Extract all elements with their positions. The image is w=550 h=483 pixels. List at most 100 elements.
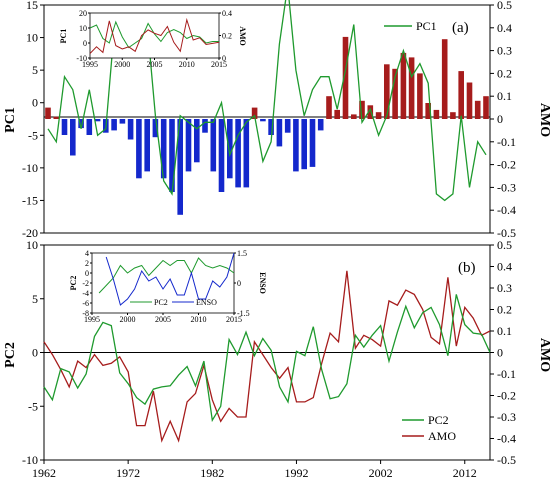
panel-b-left-tick-label: 10 — [26, 238, 38, 252]
panel-a-amo-bar-1972 — [127, 119, 134, 140]
panel-a-amo-bar-2000 — [359, 100, 365, 119]
panel-a-inset-pc1-line — [89, 20, 219, 49]
panel-b-inset-left-tick-label: 2 — [85, 259, 89, 268]
panel-b-ylabel-right: AMO — [537, 338, 550, 372]
panel-b-inset-left-tick-label: -4 — [82, 289, 89, 298]
panel-a-amo-bar-2006 — [408, 57, 415, 119]
panel-a-amo-bar-2013 — [466, 82, 473, 119]
panel-a-ylabel-right: AMO — [537, 103, 550, 137]
panel-b-legend: PC2 AMO — [402, 413, 456, 443]
panel-b-pc2-line — [43, 294, 491, 423]
panel-b-inset-legend-pc2-label: PC2 — [154, 298, 168, 307]
panel-b: -10 -5 0 5 10 -0.5 -0.4 -0.3 -0.2 -0.1 0 0.1 0.2 0.3… — [3, 238, 550, 480]
panel-a-amo-bar-2011 — [450, 112, 456, 119]
panel-b-left-ticks: -10 -5 0 5 10 — [22, 238, 44, 467]
panel-b-x-ticks: 1962 1972 1982 1992 2002 2012 — [32, 460, 477, 480]
panel-a-amo-bar-1997 — [334, 109, 340, 119]
panel-a-amo-bar-2005 — [400, 52, 407, 119]
panel-a-bars — [45, 36, 489, 215]
panel-a-left-tick-label: 0 — [32, 96, 38, 110]
panel-b-right-tick-label: 0.2 — [497, 303, 512, 317]
panel-b-x-tick-label: 1992 — [284, 466, 308, 480]
panel-b-left-tick-label: 5 — [32, 292, 38, 306]
panel-a-amo-bar-1982 — [210, 119, 217, 172]
panel-a-label: (a) — [452, 20, 469, 36]
panel-a-amo-bar-1993 — [301, 119, 307, 170]
panel-a-inset-x-tick-label: 2015 — [211, 60, 227, 69]
panel-a-amo-bar-1994 — [309, 119, 316, 167]
panel-b-x-tick-label: 2012 — [453, 466, 477, 480]
panel-a-ylabel-left: PC1 — [3, 107, 18, 133]
panel-b-inset-left-tick-label: -2 — [82, 279, 89, 288]
panel-a-amo-bar-2015 — [483, 96, 489, 119]
panel-b-right-tick-label: 0.5 — [497, 238, 512, 252]
panel-b-x-tick-label: 1982 — [200, 466, 224, 480]
panel-b-inset-legend-enso-label: ENSO — [196, 298, 217, 307]
panel-a-inset-left-tick-label: 0 — [83, 39, 87, 48]
panel-a-amo-bar-2001 — [367, 105, 374, 119]
panel-b-inset-ylabel-right: ENSO — [258, 272, 267, 294]
panel-b-inset-left-tick-label: -8 — [82, 309, 89, 318]
panel-a-inset-x-tick-label: 2005 — [147, 60, 163, 69]
panel-a-inset-frame — [89, 12, 220, 59]
panel-b-inset-ylabel-left: PC2 — [69, 276, 78, 291]
panel-b-inset-x-tick-label: 2000 — [120, 315, 136, 324]
panel-b-left-tick-label: -5 — [28, 399, 38, 413]
panel-a-amo-bar-1991 — [284, 119, 291, 133]
panel-b-right-ticks: -0.5 -0.4 -0.3 -0.2 -0.1 0 0.1 0.2 0.3 0.4 0.5 — [490, 238, 516, 467]
panel-a-inset-left-tick-label: -10 — [76, 54, 87, 63]
panel-b-legend-amo-label: AMO — [428, 429, 456, 443]
panel-a-amo-bar-1975 — [152, 119, 159, 138]
panel-b-right-tick-label: 0 — [497, 346, 503, 360]
panel-b-label: (b) — [458, 260, 476, 276]
panel-b-inset-x-tick-label: 2010 — [191, 315, 207, 324]
panel-b-amo-line — [43, 270, 491, 443]
panel-a-inset-ylabel-right: AMO — [238, 26, 247, 46]
panel-a-amo-bar-2014 — [474, 100, 481, 119]
panel-a-amo-bar-1967 — [86, 119, 93, 135]
panel-a-amo-bar-1984 — [227, 119, 233, 179]
panel-a-amo-bar-2004 — [392, 68, 398, 119]
panel-b-left-tick-label: 0 — [32, 346, 38, 360]
panel-a-amo-bar-1992 — [293, 119, 299, 172]
panel-a-inset-right-tick-label: 0 — [222, 54, 226, 63]
panel-b-inset-x-tick-label: 2015 — [226, 315, 242, 324]
panel-a-amo-bar-1998 — [342, 36, 349, 119]
panel-a-amo-bar-1971 — [119, 119, 126, 124]
panel-a-inset-ylabel-left: PC1 — [59, 29, 68, 44]
panel-b-x-tick-label: 2002 — [369, 466, 393, 480]
panel-a-amo-bar-2009 — [433, 109, 440, 119]
panel-a-amo-bar-1968 — [94, 119, 101, 122]
panel-a-amo-bar-1999 — [351, 114, 357, 119]
panel-a-inset-amo-line — [89, 17, 220, 54]
panel-a-amo-bar-1990 — [276, 119, 283, 147]
panel-a-amo-bar-1988 — [260, 119, 266, 122]
panel-a-left-ticks: -20 -15 -10 -5 0 5 10 15 — [22, 0, 44, 240]
panel-b-inset-pc2-line — [98, 257, 235, 294]
panel-a-inset-left-tick-label: 10 — [79, 24, 87, 33]
panel-a-amo-bar-1970 — [111, 119, 117, 131]
panel-a-amo-bar-1966 — [78, 119, 84, 129]
panel-b-ylabel-left: PC2 — [3, 342, 18, 368]
panel-b-inset-right-tick-label: 0 — [237, 279, 241, 288]
panel-a-amo-bar-1976 — [160, 119, 167, 179]
panel-a-amo-bar-1996 — [326, 96, 332, 119]
panel-a-inset-right-tick-label: 0.2 — [222, 32, 232, 41]
panel-b-right-tick-label: 0.4 — [497, 260, 512, 274]
panel-a-right-tick-label: -0.2 — [497, 158, 516, 172]
panel-b-legend-pc2-label: PC2 — [428, 413, 449, 427]
panel-a-amo-bar-1963 — [53, 116, 60, 119]
panel-a-amo-bar-1965 — [70, 119, 76, 156]
panel-b-inset-left-tick-label: 0 — [85, 269, 89, 278]
panel-a-amo-bar-1973 — [136, 119, 142, 179]
panel-a-amo-bar-1981 — [202, 119, 208, 133]
panel-a-amo-bar-2007 — [417, 73, 423, 119]
panel-b-inset-left-tick-label: 4 — [85, 249, 89, 258]
panel-a-left-tick-label: 5 — [32, 63, 38, 77]
panel-a-right-tick-label: 0.4 — [497, 21, 512, 35]
panel-a-right-tick-label: -0.1 — [497, 135, 516, 149]
panel-b-left-tick-label: -10 — [22, 453, 38, 467]
panel-a-amo-bar-1979 — [185, 119, 192, 172]
panel-b-inset-left-tick-label: -6 — [82, 299, 89, 308]
